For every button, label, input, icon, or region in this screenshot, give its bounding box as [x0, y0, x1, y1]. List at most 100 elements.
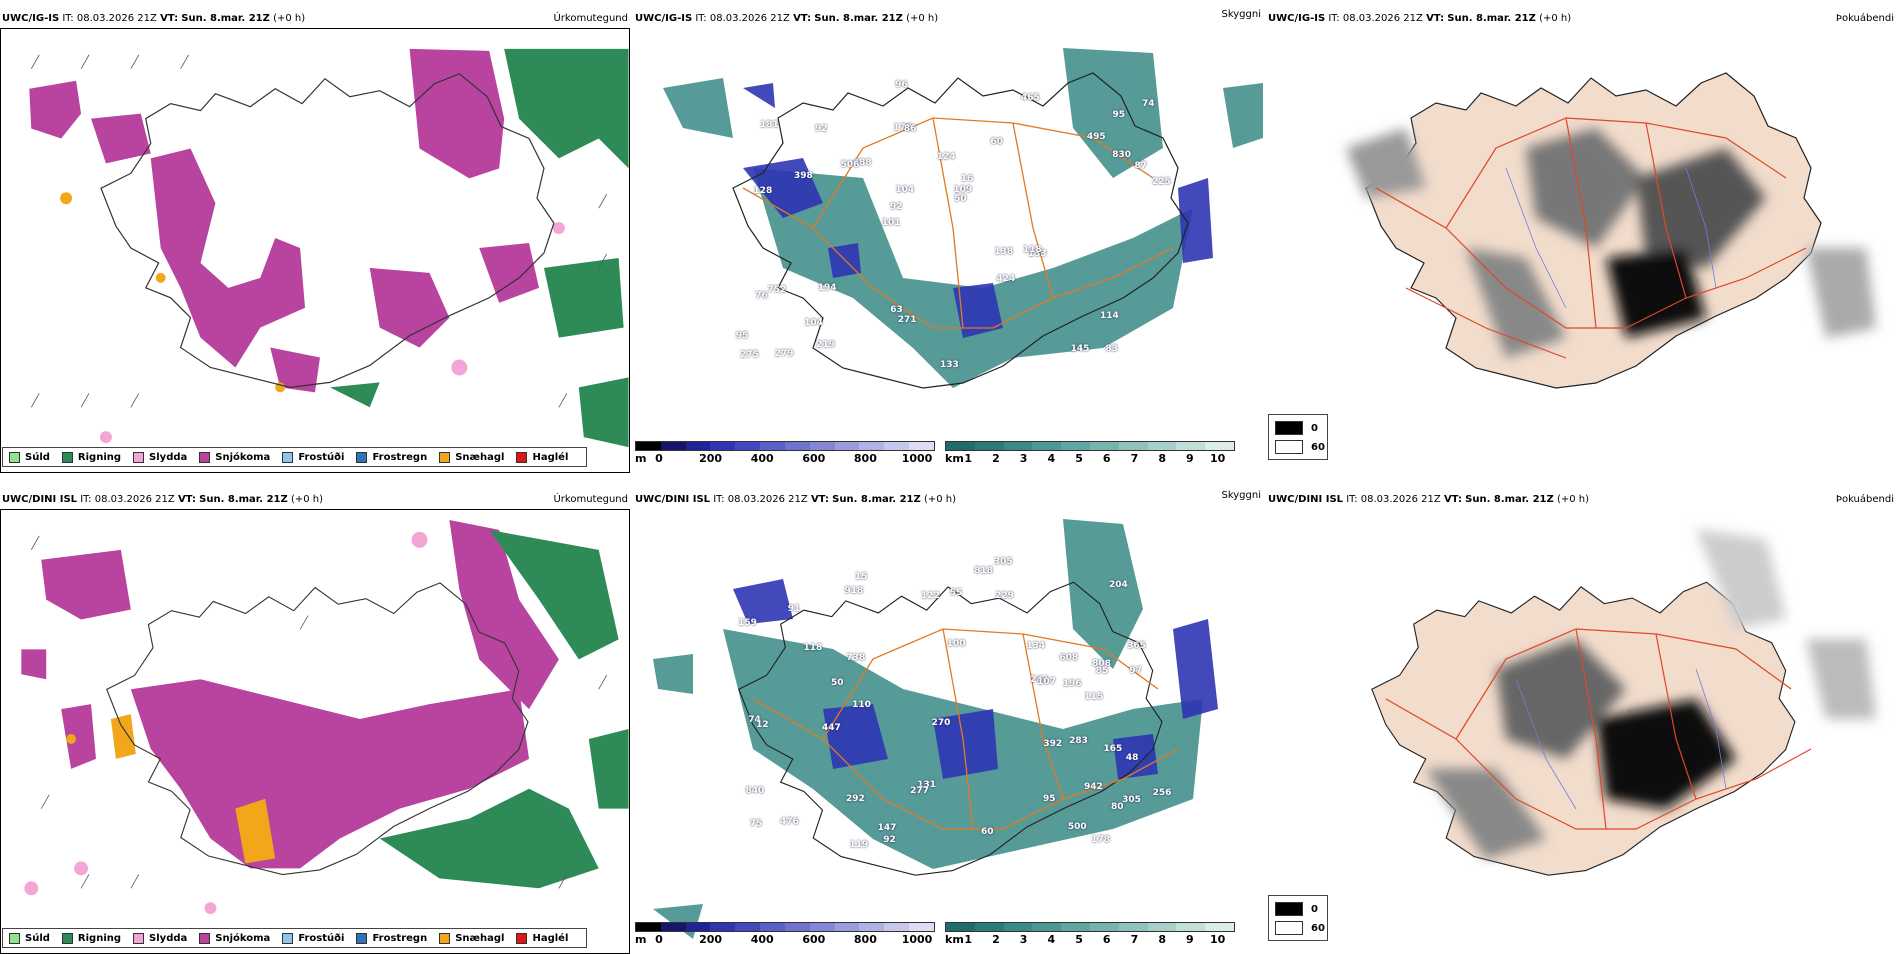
legend-swatch [9, 451, 20, 463]
colorbar-tick: 600 [802, 452, 826, 465]
colorbar-tick: 4 [1047, 933, 1056, 946]
legend-item: Frostregn [356, 932, 428, 944]
colorbar-tick: 1000 [901, 933, 933, 946]
panel-header: UWC/DINI ISL IT: 08.03.2026 21Z VT: Sun.… [1266, 491, 1896, 509]
legend-label: Frostúði [298, 451, 345, 463]
colorbar-tick: 0 [655, 933, 663, 946]
precip-type-map [0, 509, 630, 954]
colorbar-tick: 2 [992, 452, 1000, 465]
legend-item: Súld [9, 932, 50, 944]
precip-legend: Súld Rigning Slydda Snjókoma Frostúði Frostre… [2, 928, 588, 948]
legend-item: Frostregn [356, 451, 428, 463]
colorbar-tick: 10 [1209, 452, 1226, 465]
legend-item: Slydda [133, 451, 187, 463]
colorbar-tick: 1 [964, 452, 973, 465]
legend-label: Súld [25, 451, 50, 463]
legend-item: Súld [9, 451, 50, 463]
legend-label: Snjókoma [215, 451, 271, 463]
legend-label: Slydda [149, 932, 188, 944]
legend-swatch [516, 932, 528, 944]
legend-item: Snæhagl [439, 451, 505, 463]
colorbar-tick: 9 [1186, 452, 1194, 465]
panel-header: UWC/DINI ISL IT: 08.03.2026 21Z VT: Sun.… [0, 491, 630, 509]
panel-header: UWC/IG-IS IT: 08.03.2026 21Z VT: Sun. 8.… [1266, 10, 1896, 28]
colorbar-tick: 1000 [901, 452, 933, 465]
colorbar-tick: 7 [1130, 933, 1139, 946]
legend-label: Frostregn [372, 451, 428, 463]
panel-title: Skyggni [1221, 9, 1261, 20]
legend-item: Haglél [516, 451, 569, 463]
legend-item: Snjókoma [199, 932, 271, 944]
legend-item: Slydda [133, 932, 188, 944]
colorbar-tick: 800 [853, 452, 877, 465]
colorbar-tick: 5 [1075, 933, 1083, 946]
legend-swatch [356, 451, 368, 463]
colorbar-tick: 400 [750, 452, 774, 465]
colorbar-tick: 3 [1019, 452, 1028, 465]
visibility-panel-bottom: UWC/DINI ISL IT: 08.03.2026 21Z VT: Sun.… [633, 490, 1263, 954]
fog-index-panel-bottom: UWC/DINI ISL IT: 08.03.2026 21Z VT: Sun.… [1266, 491, 1896, 954]
legend-label: Haglél [532, 932, 569, 944]
legend-label: Snjókoma [215, 932, 271, 944]
legend-swatch [9, 932, 20, 944]
legend-item: Frostúði [282, 932, 345, 944]
legend-label: Frostregn [372, 932, 428, 944]
colorbar-tick: 3 [1019, 933, 1028, 946]
colorbar-tick: 8 [1158, 933, 1166, 946]
legend-swatch [282, 932, 294, 944]
legend-label: Rigning [77, 451, 122, 463]
precip-legend: Súld Rigning Slydda Snjókoma Frostúði Frostre… [2, 447, 588, 467]
colorbar-tick: 6 [1102, 452, 1111, 465]
colorbar-unit: m [635, 933, 647, 946]
colorbar-tick: 7 [1130, 452, 1139, 465]
colorbar-tick: 6 [1102, 933, 1111, 946]
fog-index-map [1346, 72, 1876, 389]
cloud-base-colorbar: m 0 200 400 600 800 1000 [635, 922, 935, 948]
legend-swatch [199, 932, 211, 944]
legend-label: Haglél [532, 451, 569, 463]
panel-title: Úrkomutegund [553, 494, 628, 505]
panel-title: Úrkomutegund [553, 13, 628, 24]
colorbar-unit: km [945, 933, 964, 946]
panel-title: Þokuábendi [1835, 494, 1894, 505]
panel-title: Skyggni [1221, 490, 1261, 501]
fog-legend-top: 0 60 [1268, 414, 1328, 460]
legend-label: Frostúði [298, 932, 345, 944]
legend-swatch [439, 451, 451, 463]
legend-label: Súld [25, 932, 50, 944]
colorbar-unit: m [635, 452, 647, 465]
visibility-map [663, 48, 1263, 389]
fog-index-panel-top: UWC/IG-IS IT: 08.03.2026 21Z VT: Sun. 8.… [1266, 10, 1896, 473]
legend-item: Snjókoma [199, 451, 271, 463]
colorbar-tick: 10 [1209, 933, 1226, 946]
cloud-base-colorbar: m 0 200 400 600 800 1000 [635, 441, 935, 467]
visibility-colorbar: km 1 2 3 4 5 6 7 8 9 10 [945, 441, 1235, 467]
legend-item: Snæhagl [439, 932, 504, 944]
visibility-map [653, 519, 1218, 939]
precip-type-panel-top: UWC/IG-IS IT: 08.03.2026 21Z VT: Sun. 8.… [0, 10, 630, 473]
colorbar-tick: 600 [802, 933, 826, 946]
colorbar-tick: 800 [853, 933, 877, 946]
legend-item: Haglél [516, 932, 569, 944]
panel-header: UWC/DINI ISL IT: 08.03.2026 21Z VT: Sun.… [633, 490, 1263, 509]
fog-legend-bottom: 0 60 [1268, 895, 1328, 941]
colorbar-tick: 200 [699, 933, 723, 946]
colorbar-tick: 8 [1158, 452, 1166, 465]
colorbar-tick: 200 [699, 452, 723, 465]
colorbar-tick: 5 [1075, 452, 1083, 465]
precip-type-map [0, 28, 630, 473]
colorbar-tick: 2 [992, 933, 1000, 946]
colorbar-tick: 1 [964, 933, 973, 946]
legend-item: Frostúði [282, 451, 345, 463]
legend-swatch [133, 932, 145, 944]
colorbar-tick: 400 [750, 933, 774, 946]
panel-title: Þokuábendi [1835, 13, 1894, 24]
fog-index-map [1371, 529, 1876, 876]
colorbar-unit: km [945, 452, 964, 465]
legend-label: Snæhagl [455, 451, 505, 463]
legend-swatch [61, 932, 73, 944]
panel-header: UWC/IG-IS IT: 08.03.2026 21Z VT: Sun. 8.… [633, 9, 1263, 28]
legend-swatch [516, 451, 528, 463]
panel-header: UWC/IG-IS IT: 08.03.2026 21Z VT: Sun. 8.… [0, 10, 630, 28]
legend-item: Rigning [61, 932, 121, 944]
